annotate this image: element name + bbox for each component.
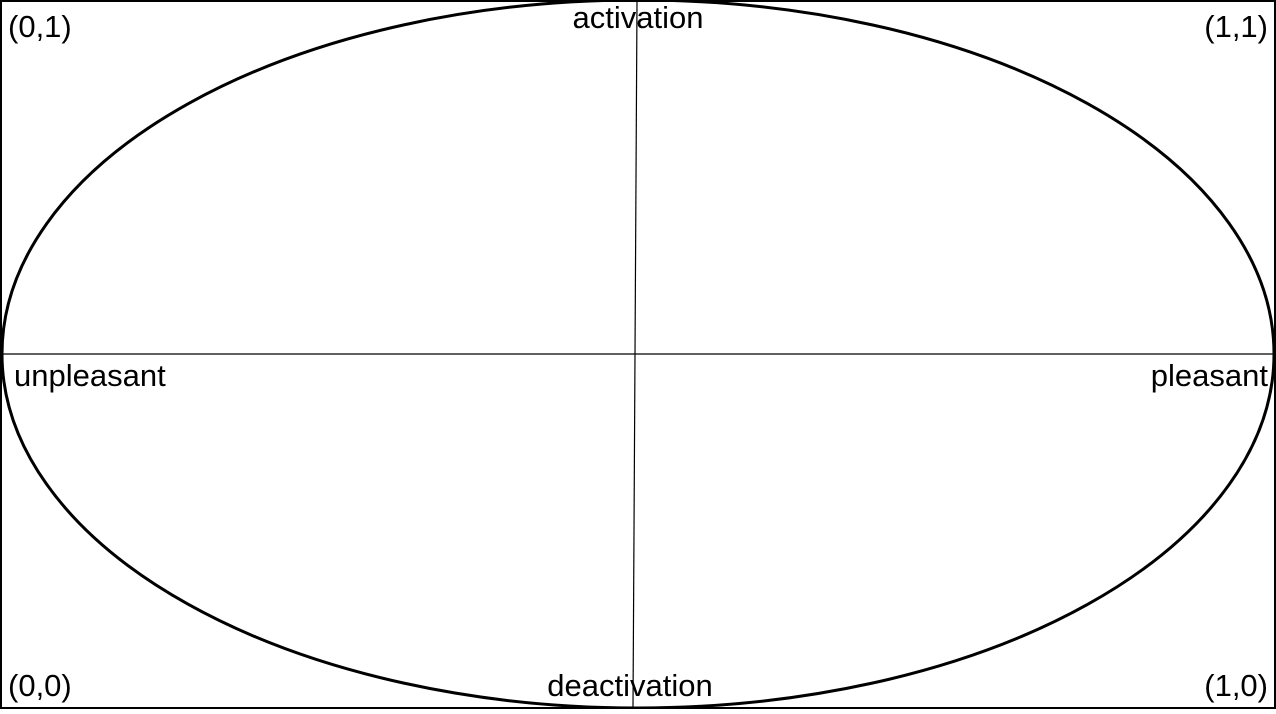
label-pleasant: pleasant [1151, 358, 1269, 393]
arousal-axis [632, 1, 638, 708]
corner-top-left: (0,1) [8, 9, 72, 44]
label-unpleasant: unpleasant [14, 358, 166, 393]
corner-bottom-right: (1,0) [1204, 668, 1268, 703]
label-activation: activation [573, 0, 704, 35]
label-deactivation: deactivation [547, 668, 712, 703]
corner-top-right: (1,1) [1204, 9, 1268, 44]
corner-bottom-left: (0,0) [8, 668, 72, 703]
